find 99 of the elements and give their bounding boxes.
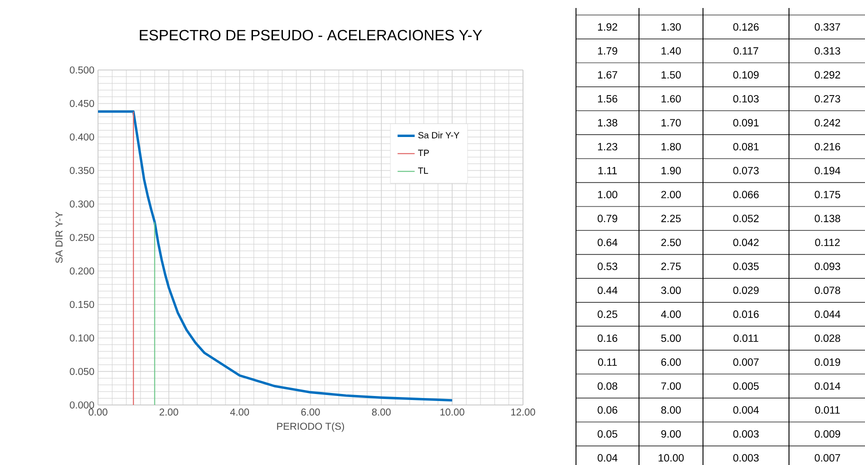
text: 1.38 [598,119,618,126]
text: 0.216 [814,142,840,150]
text: 0.16 [598,334,618,342]
text: 1.23 [598,142,618,150]
text: 0.019 [814,358,840,366]
text: 1.70 [662,119,681,126]
text: 0.029 [733,286,759,294]
text: 1.30 [662,23,681,31]
text: 0.11 [598,358,617,366]
text: 0.44 [598,286,618,294]
text: 0.138 [814,214,840,222]
text: 0.53 [598,262,618,270]
text: 1.11 [598,166,617,174]
text: 1.80 [662,142,681,150]
y-tick-label: 0.050 [70,368,94,376]
chart-title: ESPECTRO DE PSEUDO - ACELERACIONES Y-Y [140,30,482,40]
text: 1.67 [598,71,618,79]
y-tick-label: 0.250 [70,234,94,242]
text: 1.56 [598,95,618,103]
text: 0.035 [733,262,759,270]
y-tick-label: 0.100 [70,334,94,342]
text: 0.64 [598,238,618,246]
text: 0.08 [598,382,618,390]
text: 0.005 [733,382,759,390]
text: 0.109 [733,71,759,79]
text: 0.028 [814,334,840,342]
text: 4.00 [661,310,681,318]
x-tick-label: 4.00 [230,408,250,416]
text: 0.014 [814,382,840,390]
y-tick-label: 0.300 [70,200,94,208]
x-tick-label: 8.00 [372,408,391,416]
x-tick-label: 10.00 [440,408,464,416]
text: 0.04 [598,454,618,462]
text: 1.60 [662,95,681,103]
text: 0.007 [814,454,840,462]
text: 0.078 [814,286,840,294]
text: 0.103 [733,95,759,103]
text: 0.081 [733,142,759,150]
text: 0.05 [598,430,618,438]
text: 1.90 [662,166,681,174]
legend-label: TP [418,150,429,156]
text: 0.009 [814,430,840,438]
y-tick-label: 0.200 [70,267,94,275]
x-axis-title: PERIODO T(S) [277,422,344,432]
text: 0.007 [733,358,759,366]
text: 0.292 [814,71,840,79]
text: 0.011 [815,406,840,414]
text: 0.066 [733,190,759,198]
text: 1.79 [598,47,618,55]
text: 9.00 [661,430,681,438]
text: 2.50 [661,238,681,246]
text: 10.00 [658,454,684,462]
x-tick-label: 0.00 [88,408,108,416]
y-tick-label: 0.150 [70,300,94,308]
text: 0.273 [814,95,840,103]
text: 0.073 [733,166,759,174]
text: 0.117 [734,47,758,55]
text: 1.00 [598,190,618,198]
y-tick-label: 0.450 [70,100,94,108]
text: 0.06 [598,406,618,414]
x-tick-label: 12.00 [511,408,536,416]
text: 0.112 [815,238,840,246]
text: 3.00 [661,286,681,294]
text: 0.004 [733,406,759,414]
text: 0.042 [733,238,759,246]
text: 0.011 [734,334,758,342]
text: 0.175 [814,190,840,198]
text: 0.313 [814,47,840,55]
text: 1.50 [662,71,681,79]
text: 0.044 [814,310,840,318]
text: 0.194 [814,166,840,174]
x-tick-label: 6.00 [301,408,320,416]
text: 0.052 [733,214,759,222]
legend-label: Sa Dir Y-Y [418,132,460,138]
text: 1.92 [598,23,618,31]
y-tick-label: 0.350 [70,166,94,174]
text: 7.00 [661,382,681,390]
text: 0.79 [598,214,618,222]
y-tick-label: 0.500 [70,66,94,74]
text: 2.25 [661,214,681,222]
text: 5.00 [661,334,681,342]
text: 2.75 [661,262,681,270]
text: 0.003 [733,430,759,438]
text: 0.093 [814,262,840,270]
y-axis-title: SA DIR Y-Y [56,212,63,263]
x-tick-label: 2.00 [160,408,178,416]
text: 0.016 [733,310,759,318]
y-tick-label: 0.000 [70,401,94,409]
text: 0.337 [814,23,840,31]
text: 1.40 [662,47,681,55]
y-tick-label: 0.400 [70,133,94,141]
text: 0.242 [814,119,840,126]
text: 0.003 [733,454,759,462]
text: 0.126 [733,23,759,31]
text: 2.00 [661,190,681,198]
text: 0.091 [733,119,759,126]
legend-label: TL [418,168,428,174]
text: 0.25 [598,310,618,318]
text: 6.00 [661,358,681,366]
